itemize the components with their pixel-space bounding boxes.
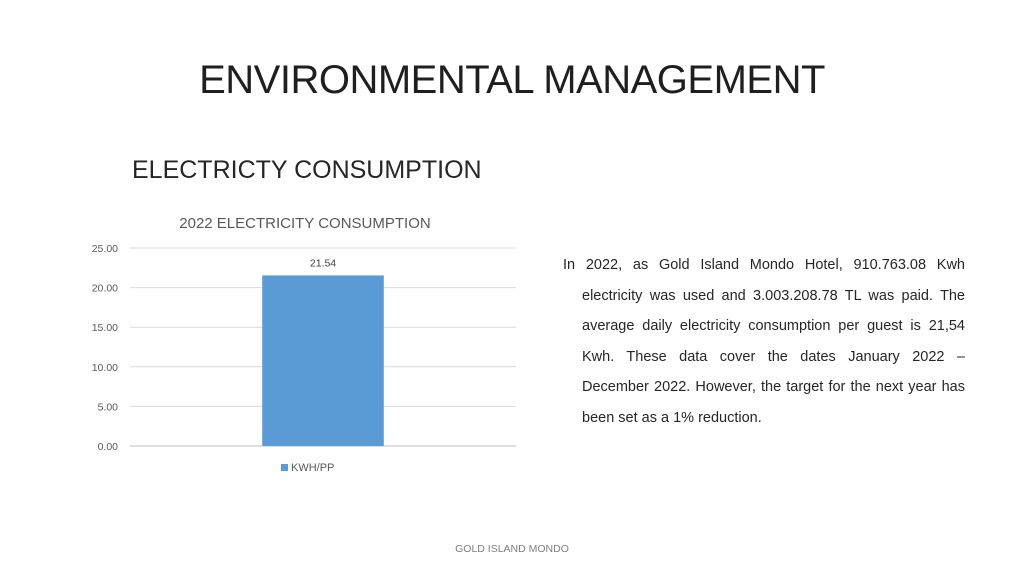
chart-svg: 2022 ELECTRICITY CONSUMPTION 0.00 5.00 10.…	[92, 215, 516, 474]
legend-swatch	[281, 464, 288, 471]
slide-title: ENVIRONMENTAL MANAGEMENT	[199, 58, 825, 102]
description-text: In 2022, as Gold Island Mondo Hotel, 910…	[563, 257, 965, 426]
legend-label: KWH/PP	[291, 462, 334, 474]
section-title: ELECTRICTY CONSUMPTION	[132, 156, 482, 184]
bar	[262, 275, 384, 446]
y-tick-label: 15.00	[92, 322, 118, 334]
y-tick-label: 5.00	[98, 401, 119, 413]
y-tick-label: 20.00	[92, 283, 118, 295]
y-tick-label: 25.00	[92, 243, 118, 255]
y-tick-label: 10.00	[92, 362, 118, 374]
chart-title: 2022 ELECTRICITY CONSUMPTION	[179, 215, 430, 232]
data-label: 21.54	[310, 257, 336, 269]
bar-chart: 2022 ELECTRICITY CONSUMPTION 0.00 5.00 10.…	[78, 205, 528, 495]
y-tick-label: 0.00	[98, 441, 119, 453]
footer-text: GOLD ISLAND MONDO	[455, 543, 569, 555]
